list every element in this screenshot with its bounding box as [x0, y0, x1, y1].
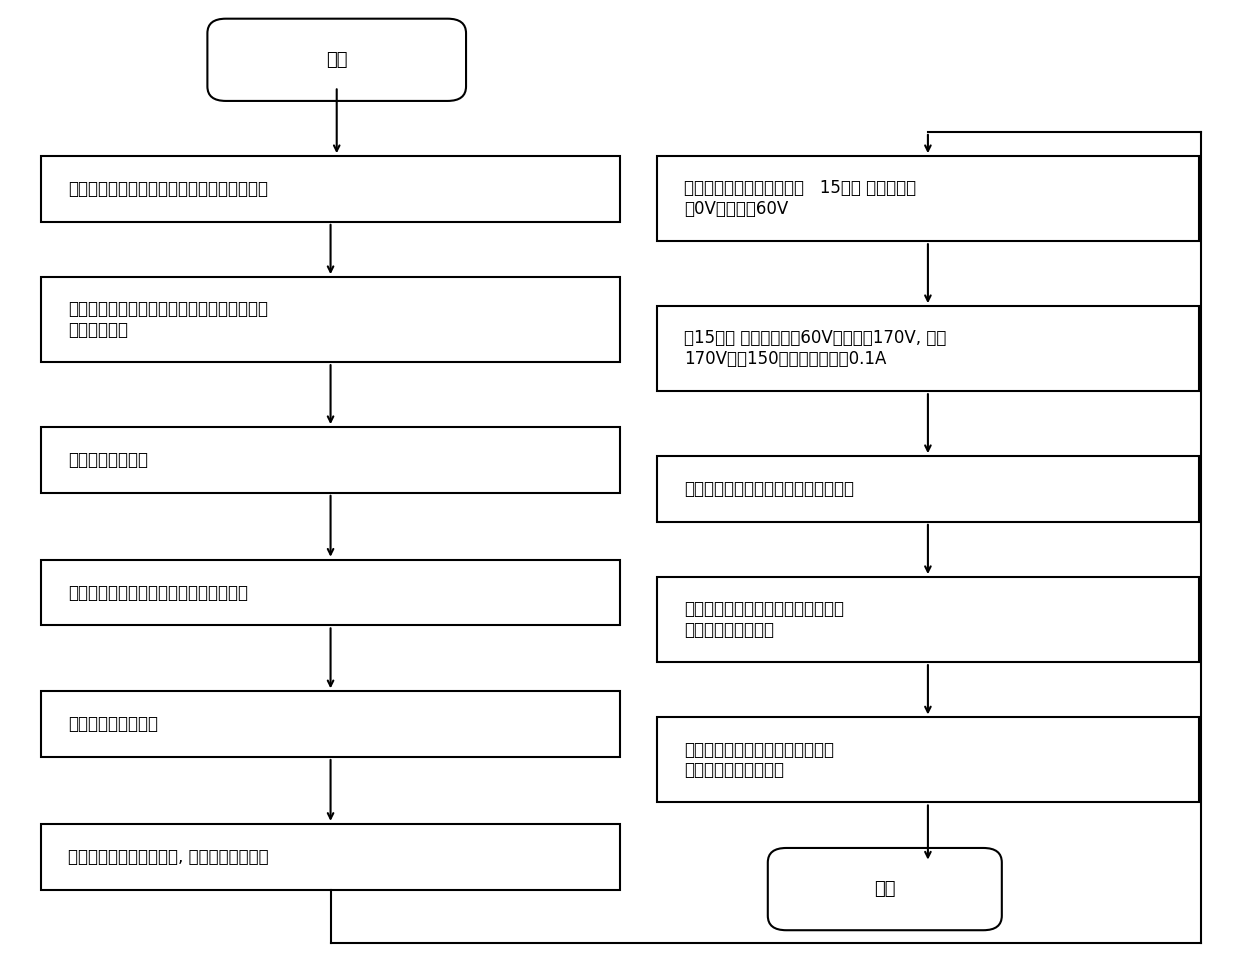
Bar — [41, 559, 620, 626]
Bar — [41, 824, 620, 889]
Text: 选择适当温度和搅拌速度, 启动可调温搅拌器: 选择适当温度和搅拌速度, 启动可调温搅拌器 — [68, 848, 269, 866]
Text: 取出电泳板，用去离子水冲洗沥水后
放入恒温烘箱中烘烤: 取出电泳板，用去离子水冲洗沥水后 放入恒温烘箱中烘烤 — [684, 600, 844, 639]
Text: 接通稳压可调直流电源，在   15秒内 手动把电压
从0V缓慢升到60V: 接通稳压可调直流电源，在 15秒内 手动把电压 从0V缓慢升到60V — [684, 180, 916, 218]
Text: 将上述配制的电泳漆注入电泳试验装置中: 将上述配制的电泳漆注入电泳试验装置中 — [68, 584, 248, 601]
Bar — [41, 156, 620, 222]
Bar — [41, 427, 620, 493]
Bar — [41, 691, 620, 757]
Text: 按照试验混槽比例取老槽液和新配槽液各一份: 按照试验混槽比例取老槽液和新配槽液各一份 — [68, 180, 268, 198]
Text: 在15秒内 手动把电压从60V缓慢升到170V, 保持
170V电压150秒，此间电流约0.1A: 在15秒内 手动把电压从60V缓慢升到170V, 保持 170V电压150秒，此… — [684, 329, 946, 368]
Text: 检测混合槽液参数: 检测混合槽液参数 — [68, 451, 149, 468]
Text: 关闭可调温搅拌器和稳压可调直流电源: 关闭可调温搅拌器和稳压可调直流电源 — [684, 480, 854, 498]
Bar — [657, 717, 1199, 802]
FancyBboxPatch shape — [207, 19, 466, 101]
FancyBboxPatch shape — [768, 848, 1002, 930]
Bar — [657, 306, 1199, 391]
Bar — [657, 456, 1199, 522]
Text: 把电泳板挂在阴极上: 把电泳板挂在阴极上 — [68, 715, 159, 733]
Text: 检测电泳板上电泳漆膜的物理性能
参数是否满足工艺要求: 检测电泳板上电泳漆膜的物理性能 参数是否满足工艺要求 — [684, 741, 835, 779]
Bar — [41, 277, 620, 362]
Text: 结束: 结束 — [874, 880, 895, 898]
Text: 将两种槽液混合，用可调温搅拌器充分搅拌，
配制成电泳漆: 将两种槽液混合，用可调温搅拌器充分搅拌， 配制成电泳漆 — [68, 301, 268, 339]
Bar — [657, 156, 1199, 241]
Bar — [657, 577, 1199, 662]
Text: 开始: 开始 — [326, 51, 347, 68]
